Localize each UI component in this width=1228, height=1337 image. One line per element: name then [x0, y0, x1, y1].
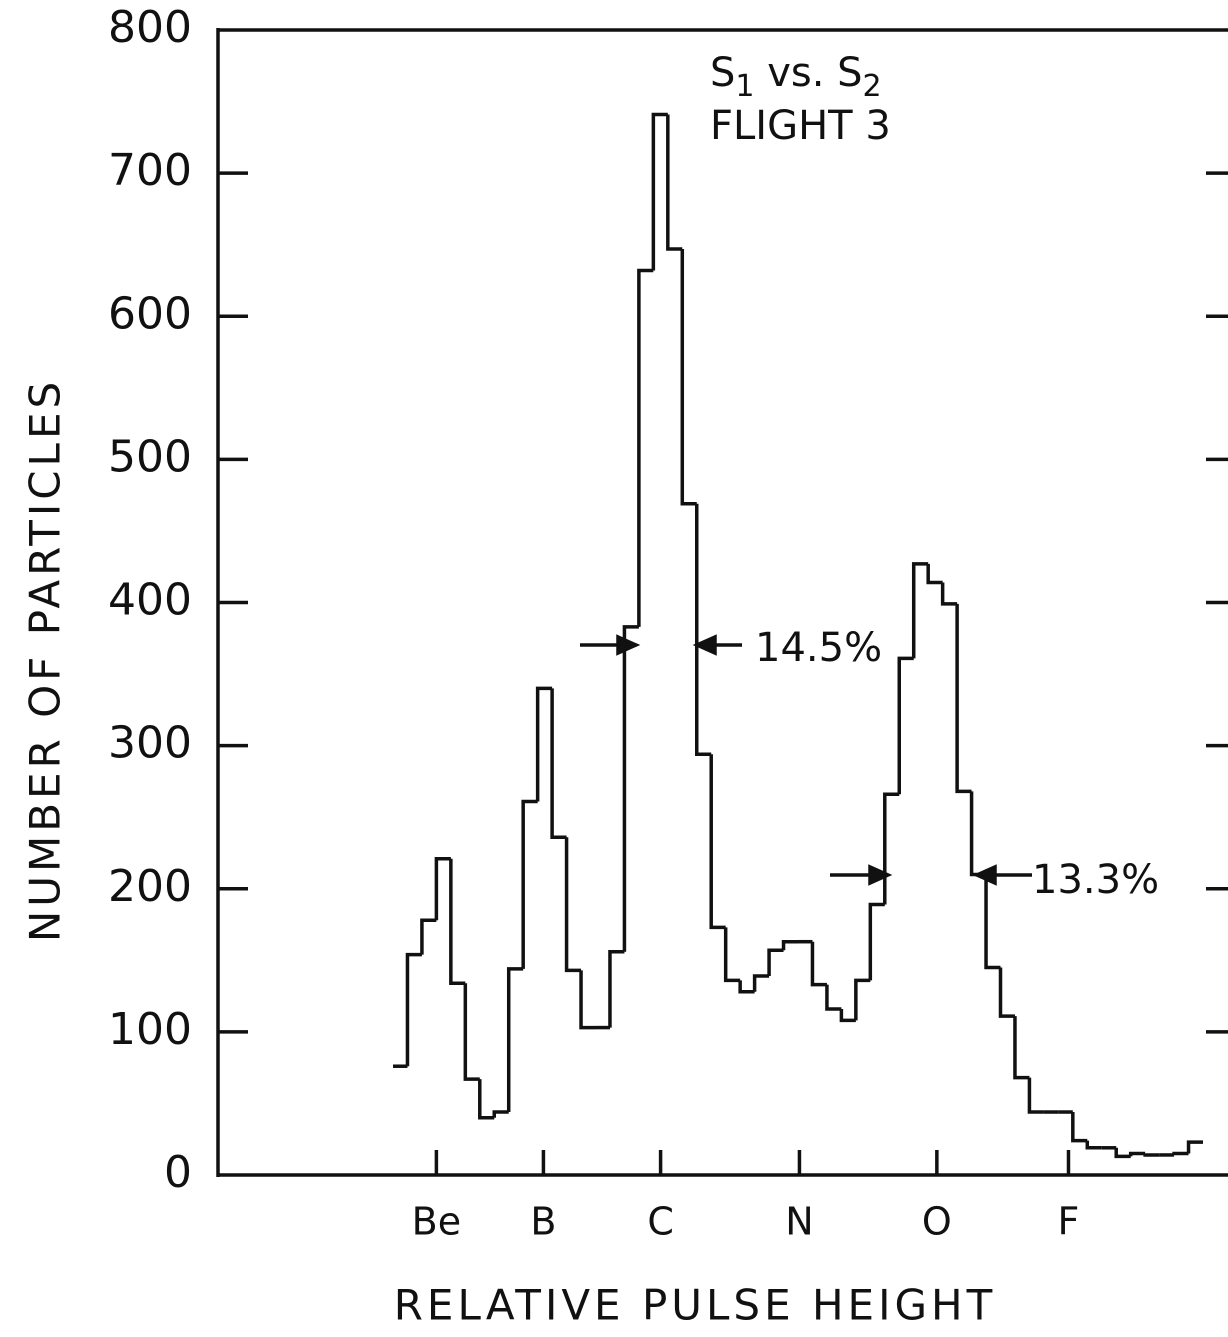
histogram-bin [564, 837, 582, 973]
histogram-bin [506, 967, 524, 1113]
y-tick-label: 700 [108, 145, 192, 196]
histogram-bin [434, 856, 451, 921]
histogram-bin [839, 1008, 856, 1023]
histogram-bin [622, 625, 639, 952]
arrow-head [868, 864, 893, 886]
histogram-bin [752, 974, 770, 992]
histogram-bin [463, 983, 480, 1081]
x-tick-label: O [922, 1200, 952, 1244]
histogram-bin [1186, 1140, 1203, 1154]
y-tick-label: 400 [108, 575, 192, 626]
annotation: 14.5% [755, 625, 882, 671]
histogram-bin [810, 941, 827, 987]
histogram-bin [535, 686, 553, 802]
histogram-bin [666, 114, 683, 251]
histogram-bin [1172, 1151, 1189, 1156]
histogram-bin [854, 978, 871, 1021]
histogram-bin [1027, 1077, 1044, 1114]
histogram-bin [998, 967, 1015, 1018]
histogram-bin [738, 980, 755, 994]
y-axis-title: NUMBER OF PARTICLES [21, 378, 70, 942]
histogram-bin [825, 984, 842, 1011]
histogram-bin [955, 603, 972, 794]
histogram-bin [521, 799, 538, 969]
chart-subtitle: FLIGHT 3 [710, 103, 891, 149]
histogram-bin [897, 656, 914, 795]
y-tick-label: 300 [108, 718, 192, 769]
histogram-bin [695, 503, 712, 756]
y-tick-label: 800 [108, 2, 192, 53]
histogram-bin [651, 112, 668, 271]
histogram-bin [883, 792, 900, 905]
histogram-bin [680, 248, 697, 506]
y-tick-label: 200 [108, 861, 192, 912]
histogram-bin [709, 754, 726, 930]
annotation: 13.3% [1032, 857, 1159, 903]
histogram-bin [781, 939, 798, 951]
histogram-bin [1143, 1153, 1160, 1157]
x-tick-label: F [1058, 1200, 1080, 1244]
histogram-bin [984, 874, 1001, 970]
y-tick-label: 500 [108, 431, 192, 482]
histogram-bin [608, 949, 625, 1028]
histogram-bin [420, 918, 437, 955]
x-tick-label: C [647, 1200, 674, 1244]
chart-title: S1 vs. S2 [710, 50, 882, 104]
y-tick-label: 600 [108, 288, 192, 339]
histogram-bin [940, 582, 958, 606]
histogram-bin [579, 970, 596, 1030]
histogram-bin [926, 563, 943, 585]
histogram-bin [637, 268, 654, 627]
histogram-bin [868, 902, 885, 981]
histogram-bin [1013, 1016, 1030, 1080]
histogram-bin [1071, 1112, 1088, 1143]
histogram-bin [1128, 1151, 1146, 1157]
histogram-bin [478, 1079, 495, 1120]
histogram-bin [1114, 1147, 1131, 1159]
histogram-bin [449, 858, 466, 985]
histogram-bin [492, 1110, 509, 1118]
y-tick-label: 100 [108, 1004, 192, 1055]
x-tick-label: N [785, 1200, 813, 1244]
histogram-bin [723, 927, 741, 983]
y-tick-label: 0 [164, 1147, 192, 1198]
arrows [580, 634, 1032, 886]
x-axis-title: RELATIVE PULSE HEIGHT [394, 1281, 997, 1330]
arrow-head [616, 634, 641, 656]
arrow-head [692, 634, 717, 656]
histogram-bin [405, 952, 422, 1067]
histogram-bin [969, 791, 987, 877]
histogram-bin [911, 562, 929, 659]
histogram-bin [1085, 1140, 1102, 1150]
histogram-bin [550, 688, 567, 839]
x-tick-label: Be [412, 1200, 461, 1244]
x-tick-label: B [530, 1200, 556, 1244]
histogram-bin [767, 948, 784, 977]
